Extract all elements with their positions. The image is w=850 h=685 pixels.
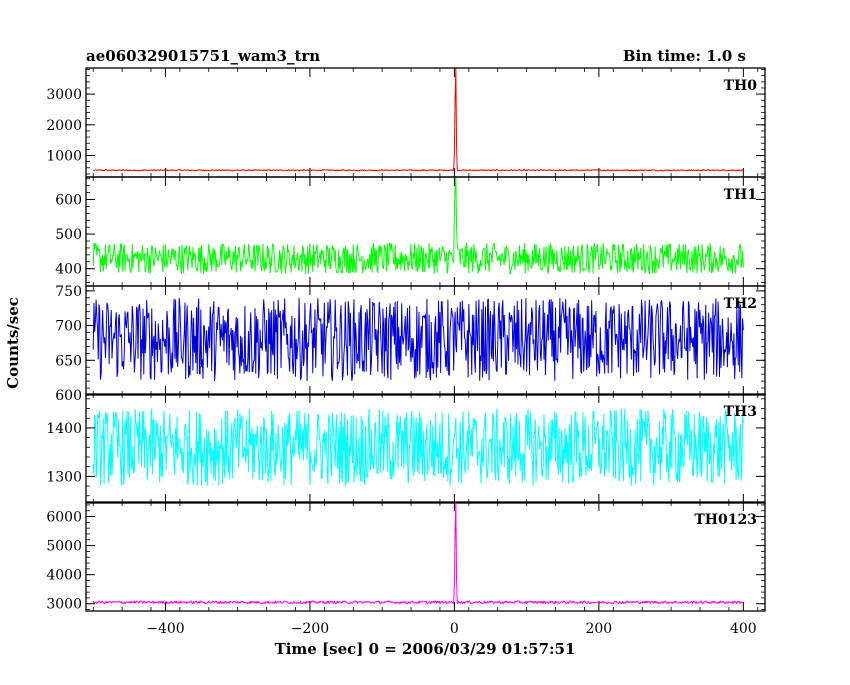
y-tick-label: 750 — [55, 284, 82, 300]
series-line-th2 — [92, 297, 744, 382]
series-line-th1 — [92, 176, 744, 275]
y-tick-label: 400 — [55, 262, 82, 278]
y-tick-label: 500 — [55, 227, 82, 243]
series-line-th0 — [92, 67, 744, 172]
y-tick-label: 650 — [55, 353, 82, 369]
panel-label-th0123: TH0123 — [694, 512, 757, 528]
y-tick-label: 1000 — [46, 149, 82, 165]
panel-th3: 1300 1400 TH3 — [46, 393, 766, 504]
x-tick-label: 200 — [585, 621, 612, 637]
panel-label-th3: TH3 — [724, 404, 757, 420]
panel-th0123: 3000 4000 5000 6000 TH0123 — [46, 501, 766, 613]
chart-title: ae060329015751_wam3_trn — [86, 47, 320, 65]
y-tick-label: 5000 — [46, 539, 82, 555]
x-tick-label: −400 — [146, 621, 184, 637]
panel-frame — [85, 501, 766, 612]
panel-label-th0: TH0 — [724, 78, 758, 94]
series-line-th3 — [92, 408, 744, 486]
series-line-th0123 — [92, 501, 744, 605]
y-tick-label: 6000 — [46, 510, 82, 526]
y-axis-title: Counts/sec — [4, 297, 22, 389]
y-tick-label: 1400 — [46, 421, 82, 437]
panel-th1: 400 500 600 TH1 — [55, 176, 766, 287]
y-tick-label: 3000 — [46, 597, 82, 613]
x-tick-label: 0 — [450, 621, 459, 637]
panel-frame — [85, 393, 766, 504]
panel-th2: 600 650 700 750 TH2 — [55, 284, 766, 404]
y-tick-label: 1300 — [46, 469, 82, 485]
y-tick-label: 600 — [55, 388, 82, 404]
x-tick-label: 400 — [730, 621, 757, 637]
y-tick-label: 4000 — [46, 568, 82, 584]
panel-th0: 1000 2000 3000 TH0 — [46, 67, 766, 178]
panel-label-th2: TH2 — [724, 296, 757, 312]
panel-frame — [85, 285, 766, 396]
y-tick-label: 600 — [55, 192, 82, 208]
y-tick-label: 2000 — [46, 118, 82, 134]
bin-time-label: Bin time: 1.0 s — [623, 47, 746, 65]
y-tick-label: 3000 — [46, 87, 82, 103]
x-axis-title: Time [sec] 0 = 2006/03/29 01:57:51 — [275, 640, 576, 658]
x-tick-label: −200 — [291, 621, 329, 637]
y-tick-label: 700 — [55, 319, 82, 335]
panel-label-th1: TH1 — [724, 187, 757, 203]
panel-frame — [85, 67, 766, 178]
